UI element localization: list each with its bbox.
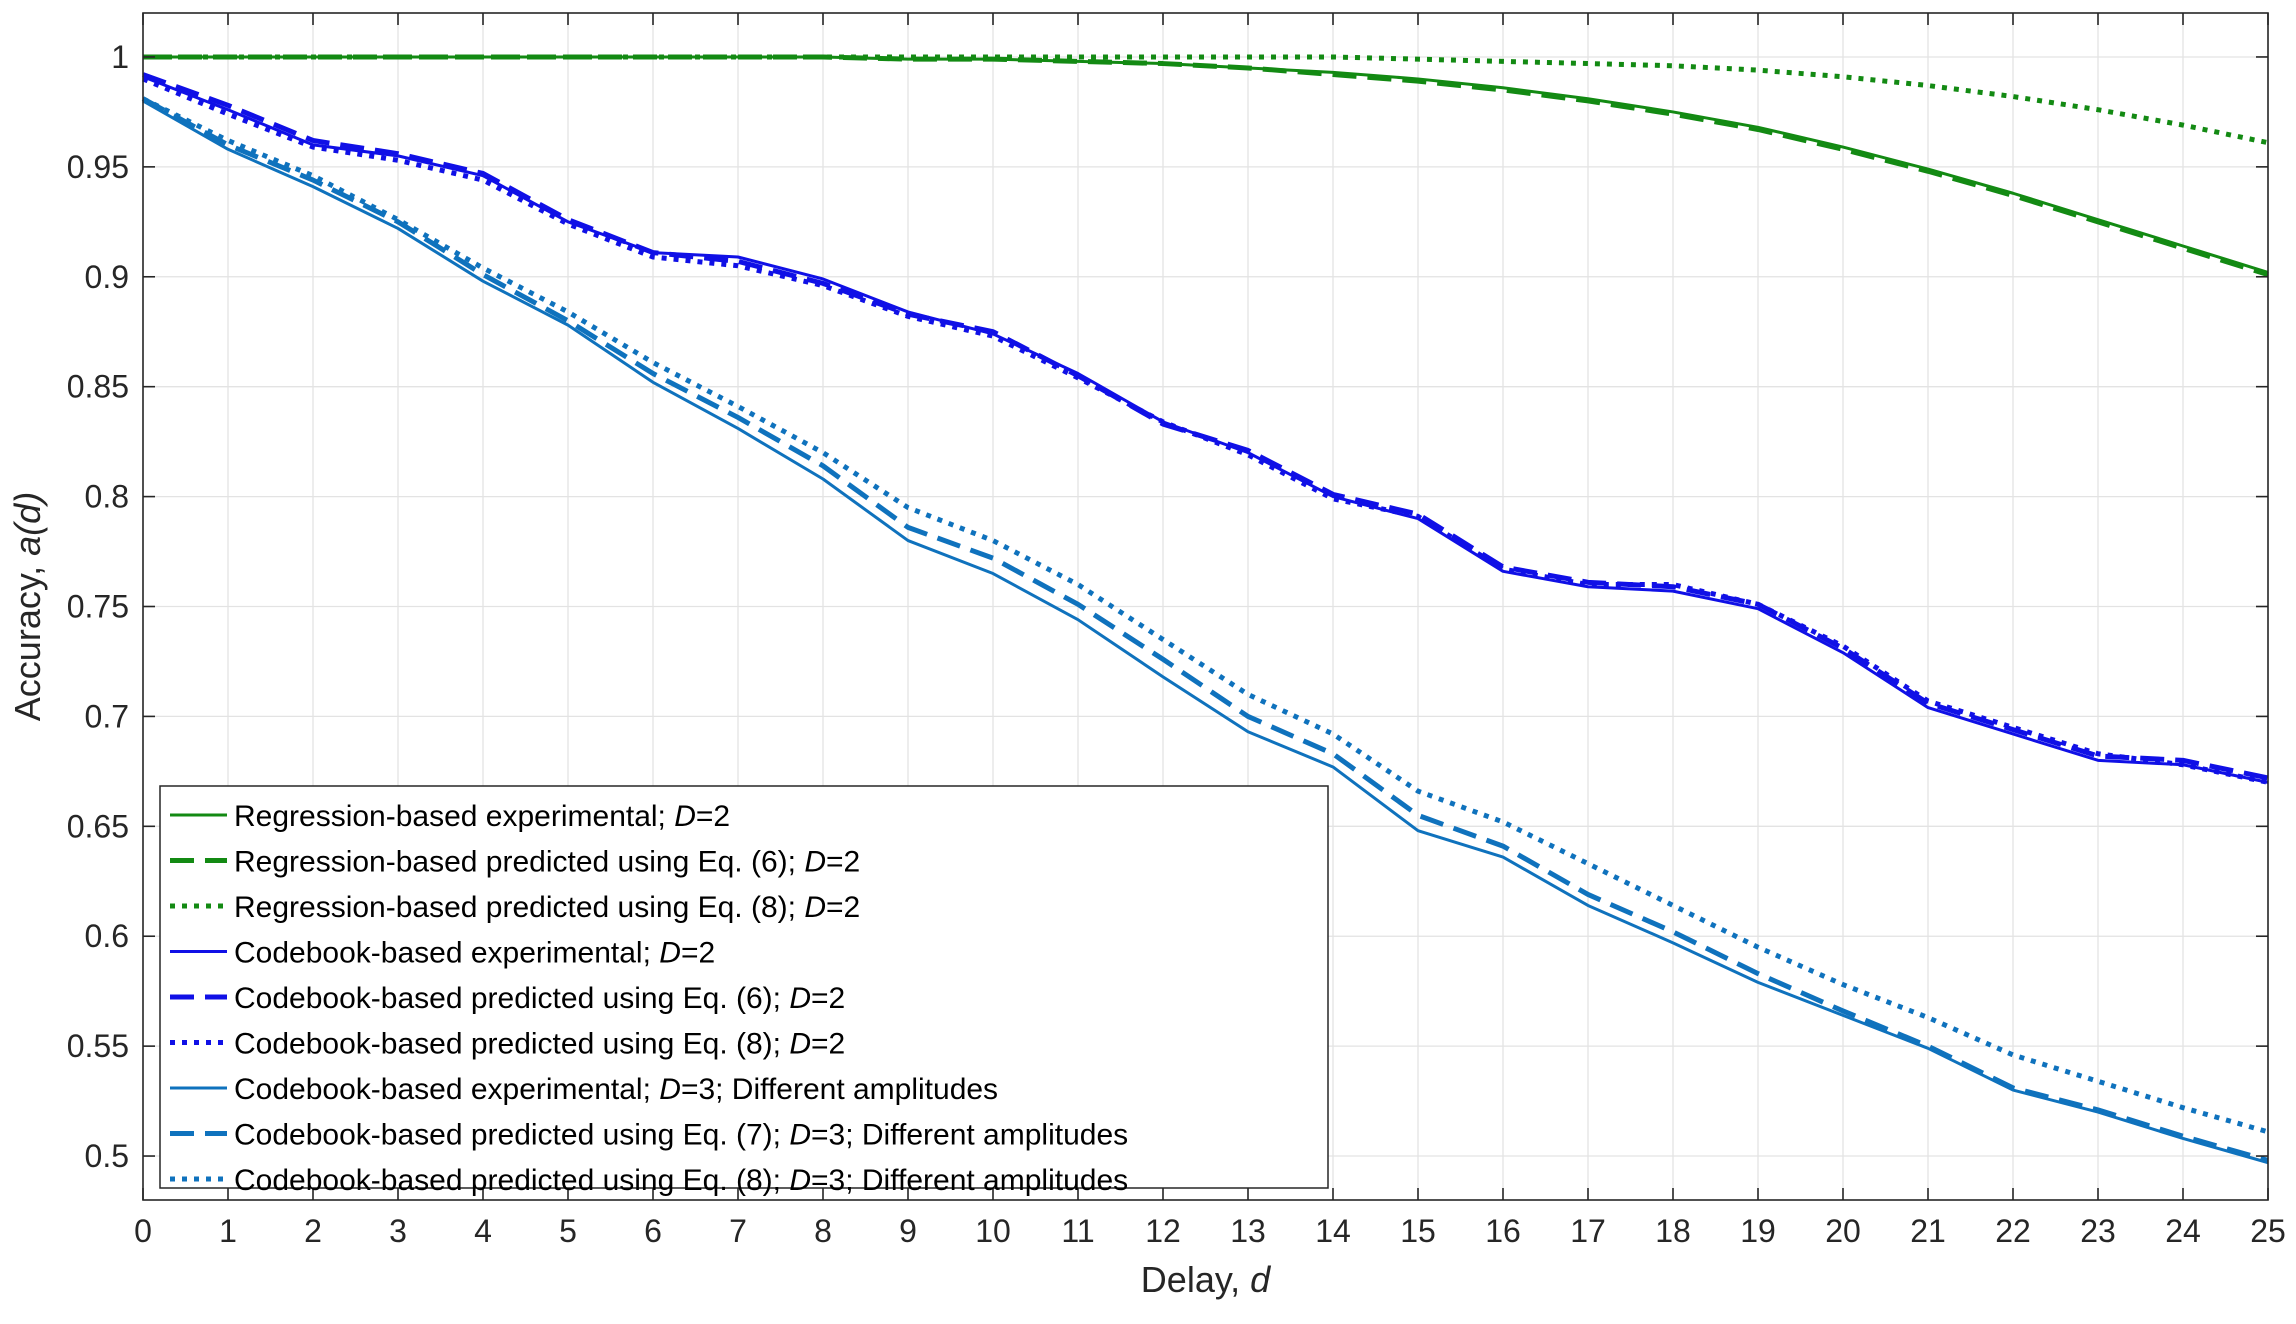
- legend-label-6: Codebook-based predicted using Eq. (8); …: [234, 1028, 845, 1061]
- legend-label-part: D: [789, 982, 811, 1015]
- x-tick-label: 16: [1485, 1213, 1521, 1249]
- y-tick-label: 0.5: [85, 1138, 129, 1174]
- x-tick-label: 12: [1145, 1213, 1181, 1249]
- legend-label-part: =2: [811, 982, 845, 1015]
- y-axis-label: Accuracy, a(d): [7, 492, 48, 721]
- legend-label-part: Codebook-based experimental;: [234, 937, 659, 970]
- y-tick-label: 0.9: [85, 259, 129, 295]
- x-tick-label: 7: [729, 1213, 747, 1249]
- legend-label-part: =2: [681, 937, 715, 970]
- legend-label-part: D: [804, 891, 826, 924]
- x-axis-label-variable: d: [1250, 1259, 1271, 1300]
- x-tick-label: 4: [474, 1213, 492, 1249]
- legend-label-part: =3; Different amplitudes: [811, 1119, 1128, 1152]
- series-line-8: [141, 96, 2269, 1163]
- legend-box: [159, 785, 1329, 1189]
- legend-label-part: Regression-based predicted using Eq. (8)…: [234, 891, 804, 924]
- legend-label-part: Regression-based predicted using Eq. (6)…: [234, 846, 804, 879]
- y-axis-label-variable: a(d): [7, 492, 48, 556]
- legend-label-9: Codebook-based predicted using Eq. (8); …: [234, 1164, 1128, 1197]
- series-line-2: [143, 54, 2269, 277]
- legend-label-5: Codebook-based predicted using Eq. (6); …: [234, 982, 845, 1015]
- legend-label-part: Regression-based experimental;: [234, 800, 674, 833]
- x-tick-label: 14: [1315, 1213, 1351, 1249]
- legend-label-part: D: [789, 1164, 811, 1197]
- legend-label-part: =2: [811, 1028, 845, 1061]
- x-tick-label: 10: [975, 1213, 1011, 1249]
- axis-ticks: 0 1 2 3 4 5 6 7 8 9 10 11 12 13 14 15 16 17 18 19 20 21 22 23 24…: [67, 13, 2286, 1249]
- series-line-9: [141, 96, 2269, 1135]
- legend-label-part: =3; Different amplitudes: [811, 1164, 1128, 1197]
- y-tick-label: 0.65: [67, 808, 129, 844]
- legend-label-1: Regression-based experimental; D=2: [234, 800, 730, 833]
- x-tick-label: 25: [2250, 1213, 2286, 1249]
- legend-label-part: Codebook-based predicted using Eq. (7);: [234, 1119, 789, 1152]
- plot-series: [141, 54, 2269, 1165]
- legend-label-3: Regression-based predicted using Eq. (8)…: [234, 891, 860, 924]
- legend-label-part: D: [659, 1073, 681, 1106]
- legend-label-part: D: [789, 1028, 811, 1061]
- legend-label-2: Regression-based predicted using Eq. (6)…: [234, 846, 860, 879]
- x-tick-label: 22: [1995, 1213, 2031, 1249]
- x-tick-label: 6: [644, 1213, 662, 1249]
- x-tick-label: 11: [1061, 1213, 1094, 1249]
- legend-label-part: Codebook-based experimental;: [234, 1073, 659, 1106]
- legend-label-part: =2: [826, 846, 860, 879]
- x-tick-label: 21: [1910, 1213, 1946, 1249]
- y-tick-label: 1: [111, 39, 129, 75]
- legend-label-part: D: [659, 937, 681, 970]
- x-tick-label: 2: [304, 1213, 322, 1249]
- legend-label-7: Codebook-based experimental; D=3; Differ…: [234, 1073, 998, 1106]
- x-tick-label: 19: [1740, 1213, 1776, 1249]
- y-axis-label-prefix: Accuracy,: [7, 556, 48, 721]
- y-tick-label: 0.55: [67, 1028, 129, 1064]
- x-axis-label-prefix: Delay,: [1141, 1259, 1250, 1300]
- legend-label-part: D: [789, 1119, 811, 1152]
- x-tick-label: 8: [814, 1213, 832, 1249]
- legend-label-part: Codebook-based predicted using Eq. (8);: [234, 1164, 789, 1197]
- legend-label-part: Codebook-based predicted using Eq. (8);: [234, 1028, 789, 1061]
- y-tick-label: 0.95: [67, 149, 129, 185]
- x-tick-label: 17: [1570, 1213, 1606, 1249]
- y-tick-label: 0.75: [67, 589, 129, 625]
- legend-label-part: Codebook-based predicted using Eq. (6);: [234, 982, 789, 1015]
- x-tick-label: 1: [219, 1213, 237, 1249]
- x-tick-label: 15: [1400, 1213, 1436, 1249]
- y-tick-label: 0.85: [67, 369, 129, 405]
- x-axis-label: Delay, d: [1141, 1259, 1271, 1300]
- x-tick-label: 24: [2165, 1213, 2201, 1249]
- x-tick-label: 9: [899, 1213, 917, 1249]
- legend-label-part: =2: [826, 891, 860, 924]
- legend-label-part: D: [804, 846, 826, 879]
- x-tick-label: 13: [1230, 1213, 1266, 1249]
- x-tick-label: 20: [1825, 1213, 1861, 1249]
- legend-label-part: D: [674, 800, 696, 833]
- legend-label-part: =2: [696, 800, 730, 833]
- x-tick-label: 18: [1655, 1213, 1691, 1249]
- y-tick-label: 0.7: [85, 698, 129, 734]
- x-tick-label: 5: [559, 1213, 577, 1249]
- y-tick-label: 0.6: [85, 918, 129, 954]
- legend: Regression-based experimental; D=2Regres…: [159, 785, 1329, 1197]
- y-tick-label: 0.8: [85, 479, 129, 515]
- legend-label-8: Codebook-based predicted using Eq. (7); …: [234, 1119, 1128, 1152]
- legend-label-4: Codebook-based experimental; D=2: [234, 937, 715, 970]
- x-tick-label: 23: [2080, 1213, 2116, 1249]
- series-line-6: [142, 76, 2269, 785]
- x-tick-label: 3: [389, 1213, 407, 1249]
- x-tick-label: 0: [134, 1213, 152, 1249]
- legend-label-part: =3; Different amplitudes: [681, 1073, 998, 1106]
